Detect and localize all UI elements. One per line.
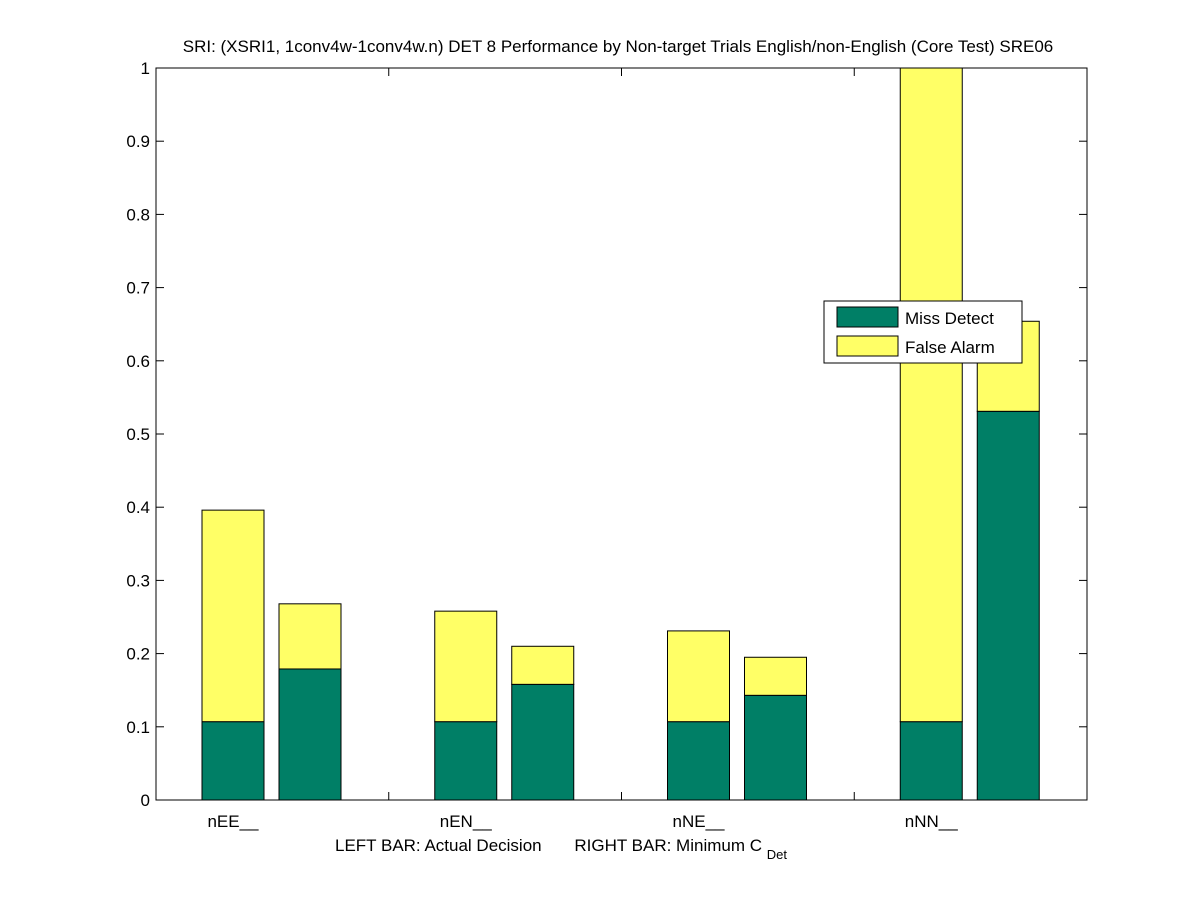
bar-nee-minimum-miss-detect	[278, 668, 342, 801]
legend-label-false-alarm: False Alarm	[905, 338, 995, 357]
y-tick-label: 0.4	[126, 498, 150, 517]
bar-nen-actual-false-alarm	[434, 610, 498, 723]
chart-title: SRI: (XSRI1, 1conv4w-1conv4w.n) DET 8 Pe…	[183, 37, 1054, 56]
bar-nee-actual-false-alarm	[201, 509, 265, 723]
bar-nen-actual-miss-detect	[434, 721, 498, 801]
x-tick-label: nEE__	[207, 812, 259, 831]
legend-label-miss-detect: Miss Detect	[905, 309, 994, 328]
bar-nne-minimum-false-alarm	[744, 656, 807, 696]
y-ticks-group: 0 0.1 0.2 0.3 0.4 0.5 0.6 0.7 0.8 0.9 1	[126, 59, 1087, 810]
y-tick-label: 0.1	[126, 718, 150, 737]
y-tick-label: 0.3	[126, 571, 150, 590]
bars-group	[201, 67, 1040, 801]
x-tick-label: nNE__	[673, 812, 726, 831]
bar-nne-minimum-miss-detect	[744, 694, 807, 801]
y-tick-label: 0.5	[126, 425, 150, 444]
y-tick-label: 1	[141, 59, 150, 78]
x-label-subscript: Det	[767, 847, 788, 862]
legend-swatch-false-alarm	[836, 335, 899, 357]
bar-nnn-minimum-miss-detect	[976, 410, 1040, 801]
y-tick-label: 0.9	[126, 132, 150, 151]
y-tick-label: 0.8	[126, 205, 150, 224]
y-tick-label: 0	[141, 791, 150, 810]
x-ticks-group: nEE__ nEN__ nNE__ nNN__	[207, 68, 958, 831]
x-label-left: LEFT BAR: Actual Decision	[335, 836, 542, 855]
bar-nnn-actual-miss-detect	[899, 721, 963, 801]
x-axis-label: LEFT BAR: Actual Decision RIGHT BAR: Min…	[335, 836, 787, 862]
x-tick-label: nNN__	[905, 812, 958, 831]
y-tick-label: 0.6	[126, 352, 150, 371]
y-tick-label: 0.2	[126, 645, 150, 664]
bar-nnn-actual-false-alarm	[899, 67, 963, 723]
x-tick-label: nEN__	[440, 812, 493, 831]
legend-swatch-miss-detect	[836, 306, 899, 328]
bar-nne-actual-false-alarm	[667, 630, 730, 723]
bar-nen-minimum-miss-detect	[511, 683, 575, 801]
bar-nee-minimum-false-alarm	[278, 603, 342, 670]
bar-nne-actual-miss-detect	[667, 721, 730, 801]
x-label-right: RIGHT BAR: Minimum C	[574, 836, 762, 855]
legend: Miss Detect False Alarm	[823, 300, 1023, 364]
bar-nee-actual-miss-detect	[201, 721, 265, 801]
y-tick-label: 0.7	[126, 279, 150, 298]
bar-nen-minimum-false-alarm	[511, 645, 575, 685]
